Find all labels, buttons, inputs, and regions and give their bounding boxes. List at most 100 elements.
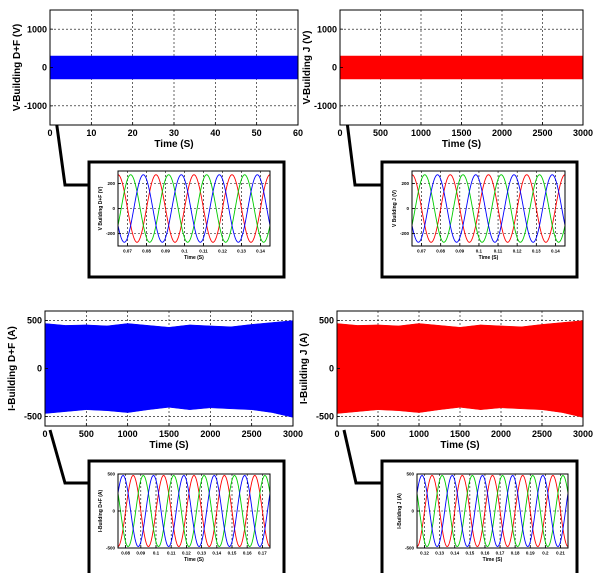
y-tick-label: -500: [106, 546, 116, 551]
x-tick-label: 0.09: [136, 551, 145, 556]
x-tick-label: 0.14: [450, 551, 459, 556]
x-tick-label: 1000: [409, 429, 429, 439]
y-tick-label: -500: [405, 546, 415, 551]
y-tick-label: -1000: [24, 101, 47, 111]
y-tick-label: 0: [411, 509, 414, 514]
y-tick-label: 0: [332, 63, 337, 73]
x-tick-label: 0.07: [123, 249, 132, 254]
y-axis-label: V-Building J (V): [302, 31, 313, 105]
x-axis-label: Time (S): [483, 557, 503, 563]
chart-zoom-v-building-j: 0.07 0.08 0.09 0.1 0.11 0.12 0.13 0.14 -200 0 200 T…: [392, 170, 566, 261]
x-tick-label: 0.2: [542, 551, 549, 556]
series-band: [49, 55, 299, 80]
x-axis-label: Time (S): [440, 440, 479, 451]
y-tick-label: 500: [107, 472, 115, 477]
x-tick-label: 2000: [200, 429, 220, 439]
x-tick-label: 0.19: [526, 551, 535, 556]
x-tick-label: 0.1: [153, 551, 160, 556]
x-tick-label: 2000: [492, 128, 512, 138]
y-tick-label: 200: [401, 181, 409, 186]
x-tick-label: 0.1: [476, 249, 483, 254]
y-axis-label: I-Building J (A): [299, 333, 310, 404]
x-tick-label: 0.13: [532, 249, 541, 254]
x-tick-label: 0.1: [181, 249, 188, 254]
x-tick-label: 10: [86, 128, 96, 138]
x-tick-label: 2500: [242, 429, 262, 439]
x-axis-label: Time (S): [184, 557, 204, 563]
x-axis-label: Time (S): [154, 139, 193, 150]
x-tick-label: 0: [47, 128, 52, 138]
y-tick-label: 0: [42, 63, 47, 73]
x-tick-label: 0.08: [436, 249, 445, 254]
series-band: [336, 320, 584, 418]
x-tick-label: 500: [370, 429, 385, 439]
x-tick-label: 0.16: [481, 551, 490, 556]
x-tick-label: 0.09: [161, 249, 170, 254]
x-tick-label: 0.14: [212, 551, 221, 556]
x-tick-label: 500: [79, 429, 94, 439]
x-tick-label: 0.17: [496, 551, 505, 556]
x-tick-label: 0.08: [142, 249, 151, 254]
x-tick-label: 0.07: [417, 249, 426, 254]
x-tick-label: 2000: [491, 429, 511, 439]
chart-zoom-i-building-j: 0.12 0.13 0.14 0.15 0.16 0.17 0.18 0.19 0.2 0.21 -…: [397, 472, 569, 563]
y-tick-label: 0: [112, 206, 115, 211]
x-tick-label: 1500: [451, 128, 471, 138]
y-tick-label: 0: [37, 364, 42, 374]
series-line-3: [117, 174, 271, 243]
x-tick-label: 3000: [573, 429, 593, 439]
chart-zoom-v-building-df: 0.07 0.08 0.09 0.1 0.11 0.12 0.13 0.14 -200 0 200 T…: [98, 170, 271, 261]
y-tick-label: -500: [24, 412, 42, 422]
x-tick-label: 1000: [411, 128, 431, 138]
x-tick-label: 1000: [118, 429, 138, 439]
x-tick-label: 1500: [159, 429, 179, 439]
y-tick-label: 0: [329, 364, 334, 374]
y-tick-label: 500: [27, 316, 42, 326]
series-band: [339, 55, 584, 80]
x-tick-label: 0: [337, 128, 342, 138]
y-tick-label: 0: [112, 509, 115, 514]
y-tick-label: 200: [107, 181, 115, 186]
zoom-connector-4: [342, 429, 382, 485]
x-tick-label: 0.11: [494, 249, 503, 254]
x-tick-label: 500: [373, 128, 388, 138]
x-tick-label: 0.12: [420, 551, 429, 556]
x-tick-label: 0: [334, 429, 339, 439]
x-tick-label: 0.15: [228, 551, 237, 556]
x-tick-label: 0: [42, 429, 47, 439]
chart-zoom-i-building-df: 0.08 0.09 0.1 0.11 0.12 0.13 0.14 0.15 0.16 0.17 -…: [98, 472, 271, 563]
x-tick-label: 0.12: [218, 249, 227, 254]
y-tick-label: 1000: [27, 24, 47, 34]
x-tick-label: 0.12: [513, 249, 522, 254]
x-tick-label: 0.11: [199, 249, 208, 254]
x-tick-label: 50: [252, 128, 262, 138]
y-tick-label: -500: [316, 412, 334, 422]
x-tick-label: 0.13: [237, 249, 246, 254]
x-tick-label: 0.11: [167, 551, 176, 556]
x-axis-label: Time (S): [184, 255, 204, 261]
x-tick-label: 3000: [283, 429, 303, 439]
x-tick-label: 60: [293, 128, 303, 138]
x-axis-label: Time (S): [479, 255, 499, 261]
y-tick-label: -200: [106, 231, 116, 236]
y-tick-label: 0: [406, 206, 409, 211]
x-tick-label: 0.16: [243, 551, 252, 556]
zoom-connector-3: [48, 429, 89, 485]
x-tick-label: 0.08: [121, 551, 130, 556]
zoom-frame-1: [87, 160, 286, 279]
x-tick-label: 1500: [450, 429, 470, 439]
y-axis-label: V Building D+F (V): [98, 186, 104, 230]
y-axis-label: V Building J (V): [392, 190, 398, 227]
y-tick-label: -1000: [314, 101, 337, 111]
y-axis-label: I-Building D+F (A): [7, 326, 18, 411]
x-tick-label: 30: [169, 128, 179, 138]
series-line-3: [117, 475, 271, 547]
x-tick-label: 0.17: [258, 551, 267, 556]
zoom-frame-3: [87, 459, 286, 573]
chart-v-building-df: 0 10 20 30 40 50 60 -1000 0 1000 Time (S) V-Buildin…: [12, 9, 303, 150]
x-axis-label: Time (S): [442, 139, 481, 150]
y-tick-label: -200: [400, 231, 410, 236]
